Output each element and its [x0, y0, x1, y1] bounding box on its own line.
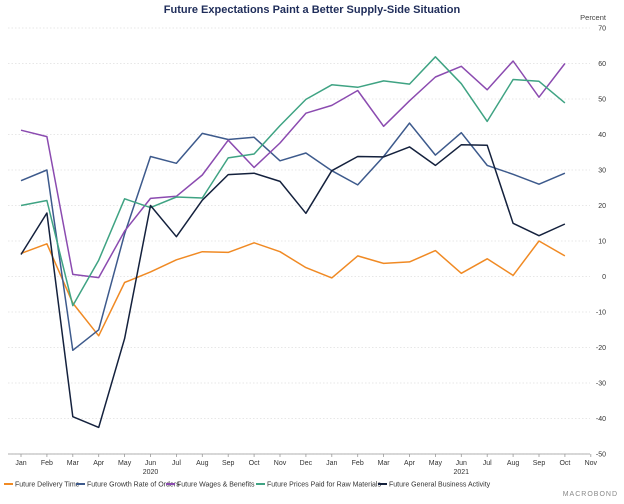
legend: Future Delivery Time Future Growth Rate o… — [4, 482, 491, 489]
x-tick-label: Dec — [300, 460, 313, 467]
series-lines — [20, 56, 566, 429]
x-tick-label: Apr — [93, 460, 105, 467]
x-tick-label: Aug — [507, 460, 520, 467]
legend-label: Future Growth Rate of Orders — [87, 482, 180, 489]
x-tick-label: Apr — [404, 460, 416, 467]
series-line-1 — [20, 240, 566, 337]
series-line-2 — [20, 122, 566, 352]
x-axis-ticks: Jan Feb Mar Apr May Jun Jul Aug Sep Oct Nov Dec Jan F… — [15, 454, 598, 476]
x-year-label: 2020 — [143, 469, 159, 476]
legend-label: Future Delivery Time — [15, 482, 80, 489]
x-tick-label: Mar — [378, 460, 391, 467]
x-tick-label: Jul — [172, 460, 181, 467]
x-tick-label: Jun — [145, 460, 156, 467]
y-axis-label: Percent — [580, 13, 607, 22]
x-tick-label: May — [118, 460, 132, 467]
y-tick-label: -50 — [596, 452, 606, 459]
x-tick-label: Jan — [326, 460, 337, 467]
x-tick-label: May — [429, 460, 443, 467]
x-tick-label: Jul — [483, 460, 492, 467]
y-tick-label: 10 — [598, 239, 606, 246]
x-tick-label: Feb — [41, 460, 53, 467]
series-line-5 — [20, 144, 566, 429]
x-tick-label: Aug — [196, 460, 209, 467]
legend-label: Future Prices Paid for Raw Materials — [267, 482, 381, 489]
x-tick-label: Sep — [533, 460, 546, 467]
legend-label: Future General Business Activity — [389, 482, 491, 489]
y-tick-label: -10 — [596, 310, 606, 317]
x-year-label: 2021 — [454, 469, 470, 476]
x-tick-label: Feb — [352, 460, 364, 467]
x-tick-label: Nov — [585, 460, 598, 467]
y-tick-label: -20 — [596, 345, 606, 352]
chart-title: Future Expectations Paint a Better Suppl… — [164, 4, 461, 16]
y-tick-label: -40 — [596, 416, 606, 423]
x-tick-label: Jan — [15, 460, 26, 467]
y-tick-label: -30 — [596, 381, 606, 388]
grid-lines — [8, 27, 590, 455]
x-tick-label: Jun — [456, 460, 467, 467]
y-tick-label: 60 — [598, 61, 606, 68]
x-tick-label: Mar — [67, 460, 80, 467]
x-tick-label: Sep — [222, 460, 235, 467]
y-tick-label: 40 — [598, 132, 606, 139]
series-line-4 — [20, 56, 566, 307]
y-tick-label: 30 — [598, 168, 606, 175]
x-tick-label: Oct — [559, 460, 570, 467]
series-line-3 — [20, 60, 566, 279]
brand-logo-text: MACROBOND — [563, 491, 618, 498]
y-tick-label: 20 — [598, 203, 606, 210]
x-tick-label: Oct — [249, 460, 260, 467]
x-tick-label: Nov — [274, 460, 287, 467]
y-axis-ticks: -50 -40 -30 -20 -10 0 10 20 30 40 50 60 70 — [596, 26, 606, 459]
y-tick-label: 0 — [602, 274, 606, 281]
legend-label: Future Wages & Benefits — [177, 482, 255, 489]
y-tick-label: 50 — [598, 97, 606, 104]
y-tick-label: 70 — [598, 26, 606, 33]
